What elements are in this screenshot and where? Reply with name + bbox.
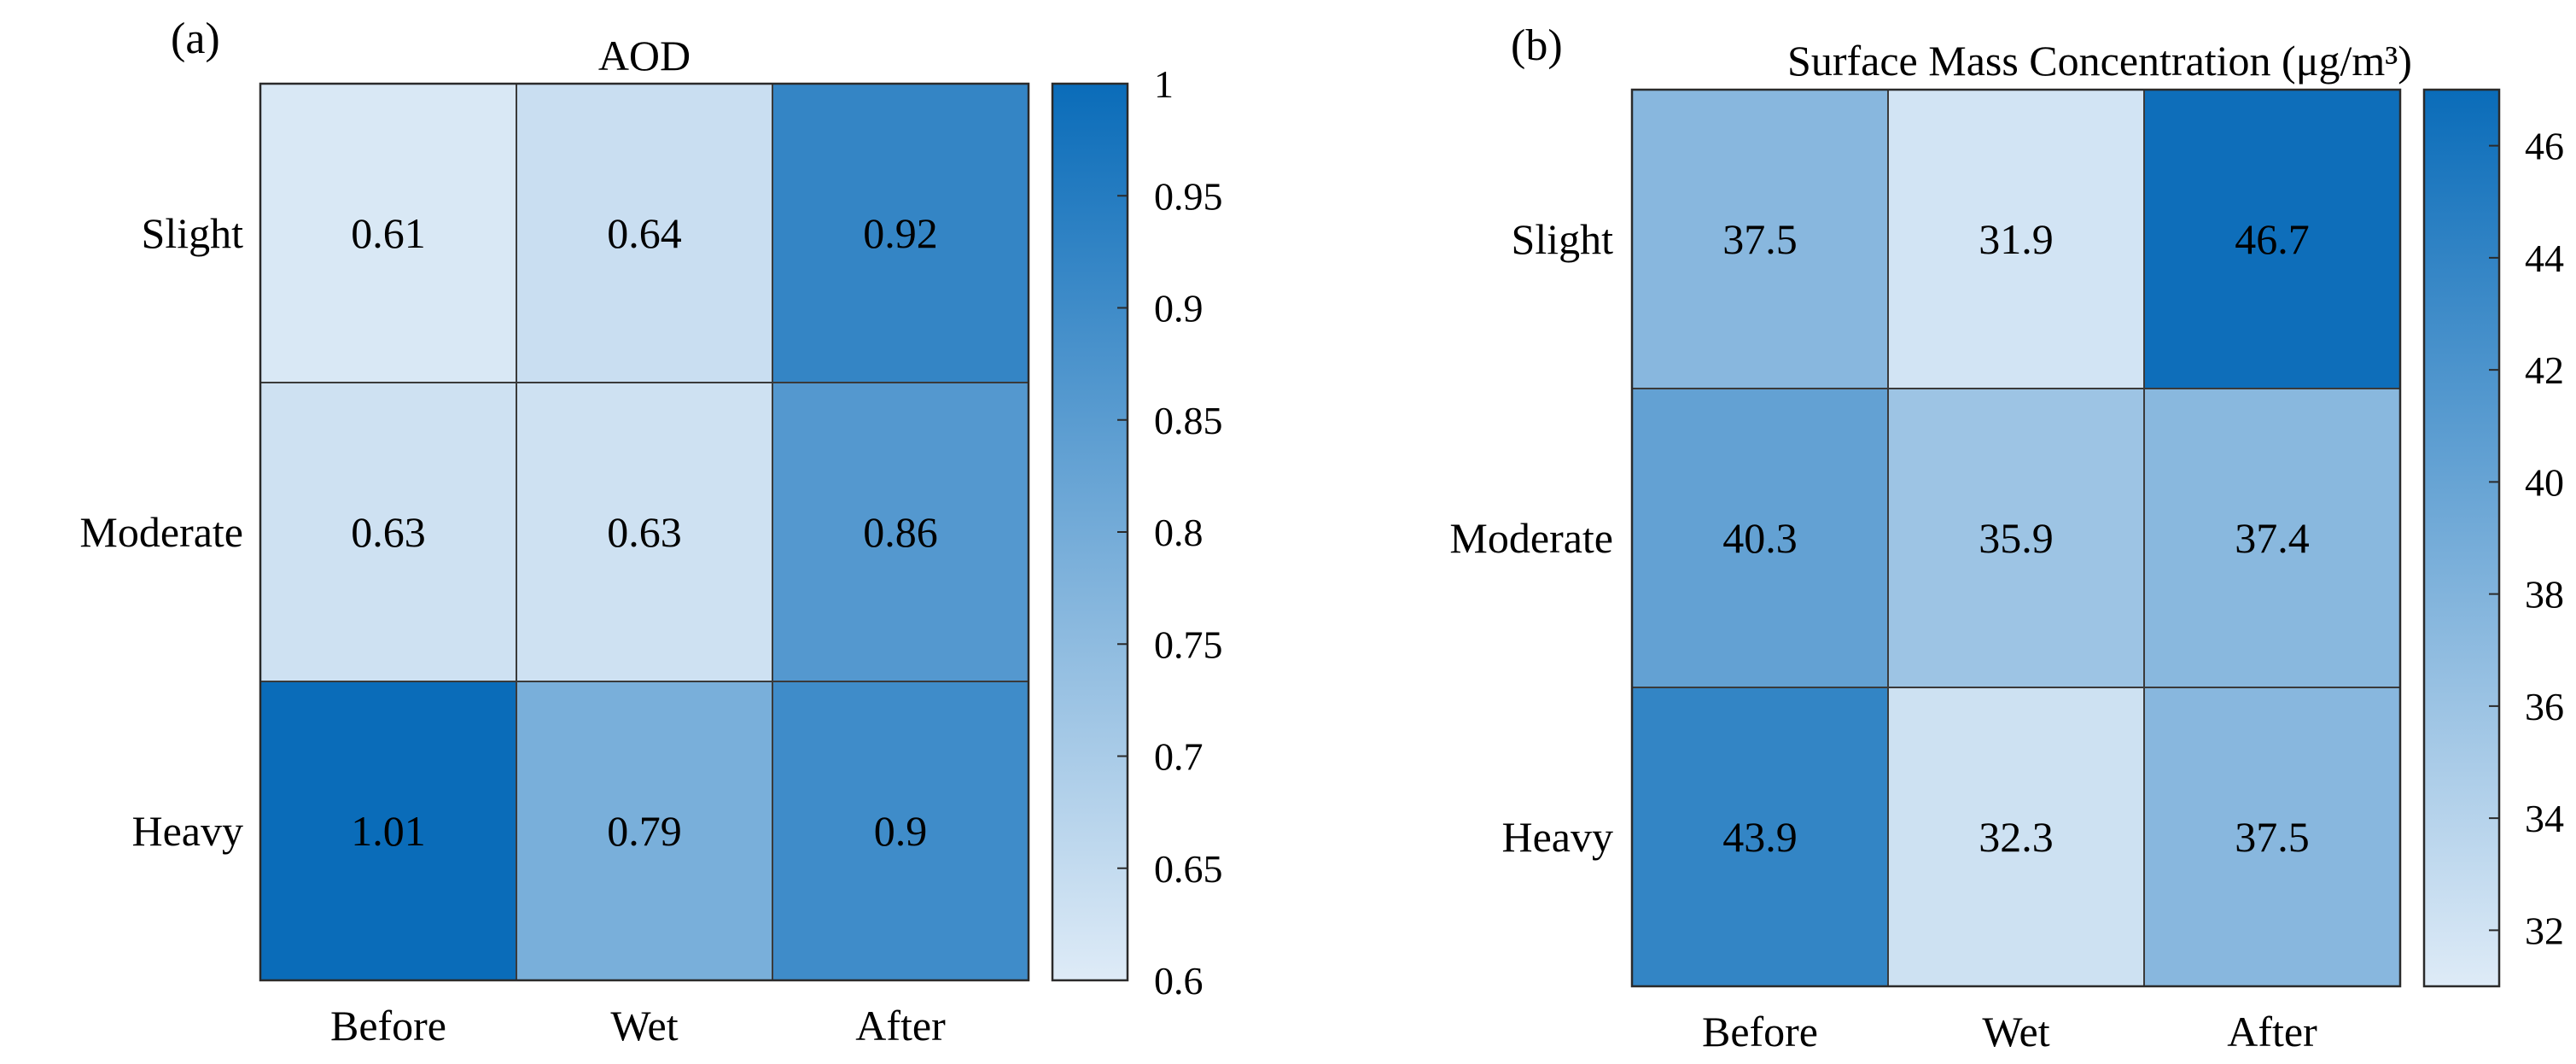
cell-value-label: 0.64	[607, 209, 682, 257]
x-tick-label: Wet	[1982, 1008, 2049, 1055]
heatmap-cell	[1887, 89, 2145, 389]
heatmap-cell	[772, 382, 1029, 682]
y-tick-label: Slight	[142, 209, 244, 257]
cell-value-label: 0.9	[874, 807, 928, 855]
heatmap-cell	[2143, 89, 2401, 389]
y-tick-label: Slight	[1512, 215, 1614, 263]
colorbar-tick-label: 40	[2525, 460, 2564, 504]
heatmap-cell	[516, 681, 773, 981]
colorbar	[1051, 82, 1129, 982]
panel-b: (b) Surface Mass Concentration (μg/m³) 37.…	[1449, 21, 2564, 1055]
colorbar-tick-label: 0.95	[1154, 174, 1223, 218]
colorbar-tick-label: 32	[2525, 909, 2564, 952]
colorbar-tick-label: 38	[2525, 573, 2564, 617]
cell-value-label: 0.63	[607, 508, 682, 556]
cell-value-label: 0.61	[351, 209, 426, 257]
colorbar-tick-label: 42	[2525, 348, 2564, 392]
cell-value-label: 35.9	[1979, 514, 2054, 562]
colorbar-tick-label: 36	[2525, 685, 2564, 728]
cell-value-label: 46.7	[2235, 215, 2310, 263]
y-tick-label: Moderate	[79, 508, 243, 556]
heatmap-cell	[516, 83, 773, 383]
colorbar-tick-label: 0.6	[1154, 959, 1203, 1003]
x-tick-label: Before	[330, 1002, 446, 1049]
colorbar	[2422, 88, 2501, 988]
x-tick-label: Wet	[610, 1002, 678, 1049]
x-tick-label: After	[855, 1002, 946, 1049]
heatmap-cell	[259, 681, 517, 981]
heatmap-cell	[1631, 388, 1889, 688]
cell-value-label: 31.9	[1979, 215, 2054, 263]
colorbar-tick-label: 0.65	[1154, 847, 1223, 891]
cell-value-label: 40.3	[1722, 514, 1798, 562]
colorbar-tick-label: 0.8	[1154, 511, 1203, 554]
colorbar-tick-label: 44	[2525, 237, 2564, 280]
cell-value-label: 0.92	[863, 209, 938, 257]
colorbar-tick-label: 0.7	[1154, 735, 1203, 779]
panel-tag: (a)	[171, 15, 220, 63]
colorbar-tick-label: 0.9	[1154, 287, 1203, 330]
heatmap-cell	[259, 83, 517, 383]
heatmap-cell	[2143, 687, 2401, 987]
cell-value-label: 37.4	[2235, 514, 2310, 562]
heatmap-cell	[1631, 687, 1889, 987]
y-tick-label: Moderate	[1449, 514, 1613, 562]
panel-tag: (b)	[1511, 21, 1563, 70]
chart-title: Surface Mass Concentration (μg/m³)	[1787, 37, 2412, 85]
cell-value-label: 0.63	[351, 508, 426, 556]
x-tick-label: Before	[1702, 1008, 1818, 1055]
heatmap-frame	[259, 82, 1030, 982]
heatmap-cell	[516, 382, 773, 682]
cell-value-label: 37.5	[2235, 813, 2310, 861]
cell-value-label: 32.3	[1979, 813, 2054, 861]
heatmap-frame	[1630, 88, 2402, 988]
colorbar-tick-label: 46	[2525, 125, 2564, 168]
cell-value-label: 0.79	[607, 807, 682, 855]
chart-title: AOD	[598, 32, 691, 79]
colorbar-tick-label: 0.75	[1154, 623, 1223, 666]
heatmap-cell	[259, 382, 517, 682]
colorbar-tick-label: 34	[2525, 797, 2564, 840]
y-tick-label: Heavy	[1502, 813, 1614, 861]
cell-value-label: 1.01	[351, 807, 426, 855]
cell-value-label: 0.86	[863, 508, 938, 556]
cell-value-label: 43.9	[1722, 813, 1798, 861]
heatmap-cell	[1631, 89, 1889, 389]
colorbar-tick-label: 1	[1154, 62, 1174, 106]
colorbar-tick-label: 0.85	[1154, 399, 1223, 442]
cell-value-label: 37.5	[1722, 215, 1798, 263]
heatmap-cell	[1887, 687, 2145, 987]
x-tick-label: After	[2227, 1008, 2317, 1055]
y-tick-label: Heavy	[132, 807, 244, 855]
